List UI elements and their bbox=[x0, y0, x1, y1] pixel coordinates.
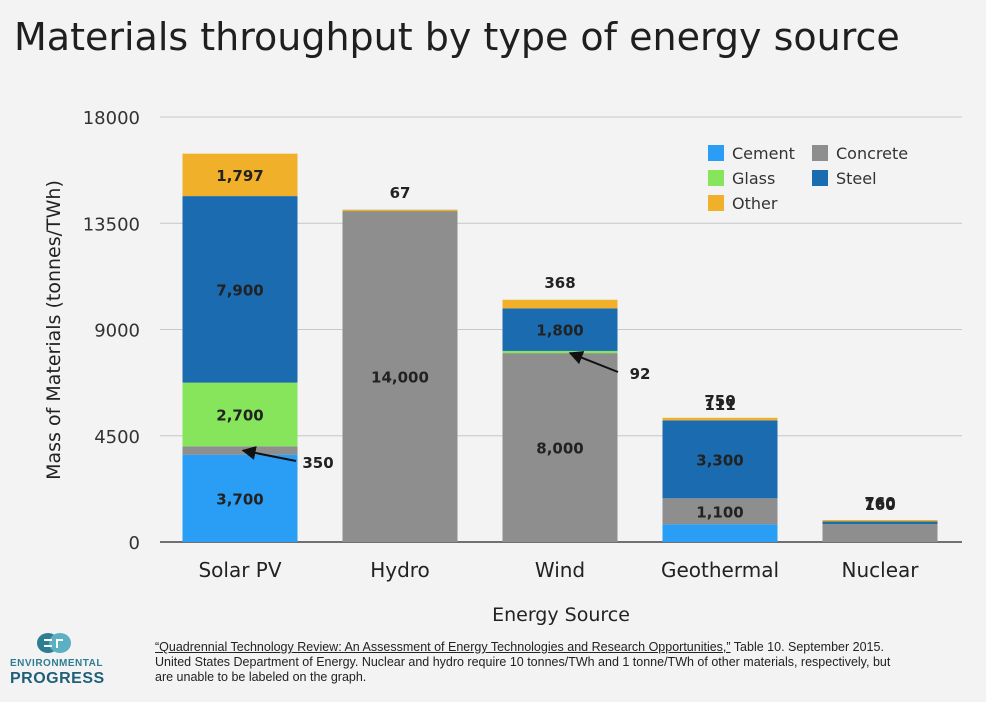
y-tick-label: 13500 bbox=[83, 214, 140, 235]
arrow-92 bbox=[568, 351, 619, 373]
data-label: 92 bbox=[630, 365, 651, 383]
bar-solar-pv-steel bbox=[182, 196, 298, 383]
x-tick-label: Wind bbox=[535, 558, 585, 582]
logo-mark-icon bbox=[37, 633, 71, 653]
y-tick-label: 18000 bbox=[83, 108, 140, 129]
data-label: 1,800 bbox=[536, 322, 583, 340]
y-tick-label: 9000 bbox=[94, 321, 140, 342]
bar-wind-other bbox=[502, 299, 618, 309]
bar-solar-pv-other bbox=[182, 153, 298, 197]
bar-nuclear-concrete bbox=[822, 524, 938, 542]
data-label: 3,300 bbox=[696, 451, 743, 469]
annotation-arrows bbox=[241, 351, 619, 462]
bar-wind-glass bbox=[502, 350, 618, 354]
legend-label-cement: Cement bbox=[732, 144, 795, 163]
source-citation[interactable]: “Quadrennial Technology Review: An Asses… bbox=[155, 640, 731, 654]
bars bbox=[182, 153, 938, 542]
data-label: 7,900 bbox=[216, 281, 263, 299]
data-label: 2,700 bbox=[216, 407, 263, 425]
bar-nuclear-steel bbox=[822, 520, 938, 525]
bar-nuclear-other bbox=[822, 520, 938, 522]
logo-text-progress: PROGRESS bbox=[10, 670, 105, 687]
data-label: 350 bbox=[302, 454, 333, 472]
data-label: 368 bbox=[544, 274, 575, 292]
bar-geothermal-other bbox=[662, 417, 778, 421]
legend-label-steel: Steel bbox=[836, 169, 877, 188]
y-axis-label: Mass of Materials (tonnes/TWh) bbox=[43, 180, 65, 480]
bar-wind-steel bbox=[502, 308, 618, 351]
x-tick-label: Solar PV bbox=[198, 558, 281, 582]
bar-solar-pv-glass bbox=[182, 382, 298, 447]
legend-label-glass: Glass bbox=[732, 169, 775, 188]
legend-label-concrete: Concrete bbox=[836, 144, 908, 163]
data-label: 14,000 bbox=[371, 369, 429, 387]
bar-geothermal-concrete bbox=[662, 498, 778, 525]
arrow-350 bbox=[241, 446, 297, 462]
bar-geothermal-cement bbox=[662, 524, 778, 542]
y-tick-label: 0 bbox=[129, 533, 140, 554]
environmental-progress-logo: ENVIRONMENTAL PROGRESS bbox=[10, 632, 105, 692]
x-tick-label: Hydro bbox=[370, 558, 430, 582]
data-label: 3,700 bbox=[216, 490, 263, 508]
legend-swatch-glass bbox=[708, 170, 724, 186]
x-axis-label: Energy Source bbox=[492, 604, 630, 626]
data-label: 760 bbox=[864, 494, 895, 512]
legend-swatch-concrete bbox=[812, 145, 828, 161]
y-tick-label: 4500 bbox=[94, 427, 140, 448]
legend-label-other: Other bbox=[732, 194, 778, 213]
legend-swatch-steel bbox=[812, 170, 828, 186]
chart-title: Materials throughput by type of energy s… bbox=[14, 15, 900, 59]
data-label: 160 bbox=[864, 496, 895, 514]
legend-swatch-cement bbox=[708, 145, 724, 161]
footnote-line1: Table 10. September 2015. bbox=[730, 640, 884, 654]
data-label: 750 bbox=[704, 392, 735, 410]
data-label: 1,797 bbox=[216, 167, 263, 185]
data-labels: Solar PV 3,700 350 2,700 7,900 1,797 Hydro 14,0… bbox=[198, 167, 919, 582]
footnote-line3: are unable to be labeled on the graph. bbox=[155, 670, 367, 684]
bar-solar-pv-cement bbox=[182, 454, 298, 542]
x-tick-label: Geothermal bbox=[661, 558, 779, 582]
footnote-line2: United States Department of Energy. Nucl… bbox=[155, 655, 891, 669]
logo-text-environmental: ENVIRONMENTAL bbox=[10, 658, 103, 669]
bar-wind-concrete bbox=[502, 353, 618, 542]
bar-hydro-other bbox=[342, 209, 458, 212]
data-label: 67 bbox=[390, 184, 411, 202]
bar-geothermal-steel bbox=[662, 420, 778, 499]
footnote: “Quadrennial Technology Review: An Asses… bbox=[155, 640, 975, 685]
legend: Cement Concrete Glass Steel Other bbox=[708, 144, 908, 213]
x-tick-label: Nuclear bbox=[842, 558, 920, 582]
data-label: 111 bbox=[704, 396, 735, 414]
data-label: 1,100 bbox=[696, 503, 743, 521]
bar-solar-pv-concrete bbox=[182, 446, 298, 455]
bar-hydro-concrete bbox=[342, 211, 458, 542]
data-label: 8,000 bbox=[536, 440, 583, 458]
legend-swatch-other bbox=[708, 195, 724, 211]
